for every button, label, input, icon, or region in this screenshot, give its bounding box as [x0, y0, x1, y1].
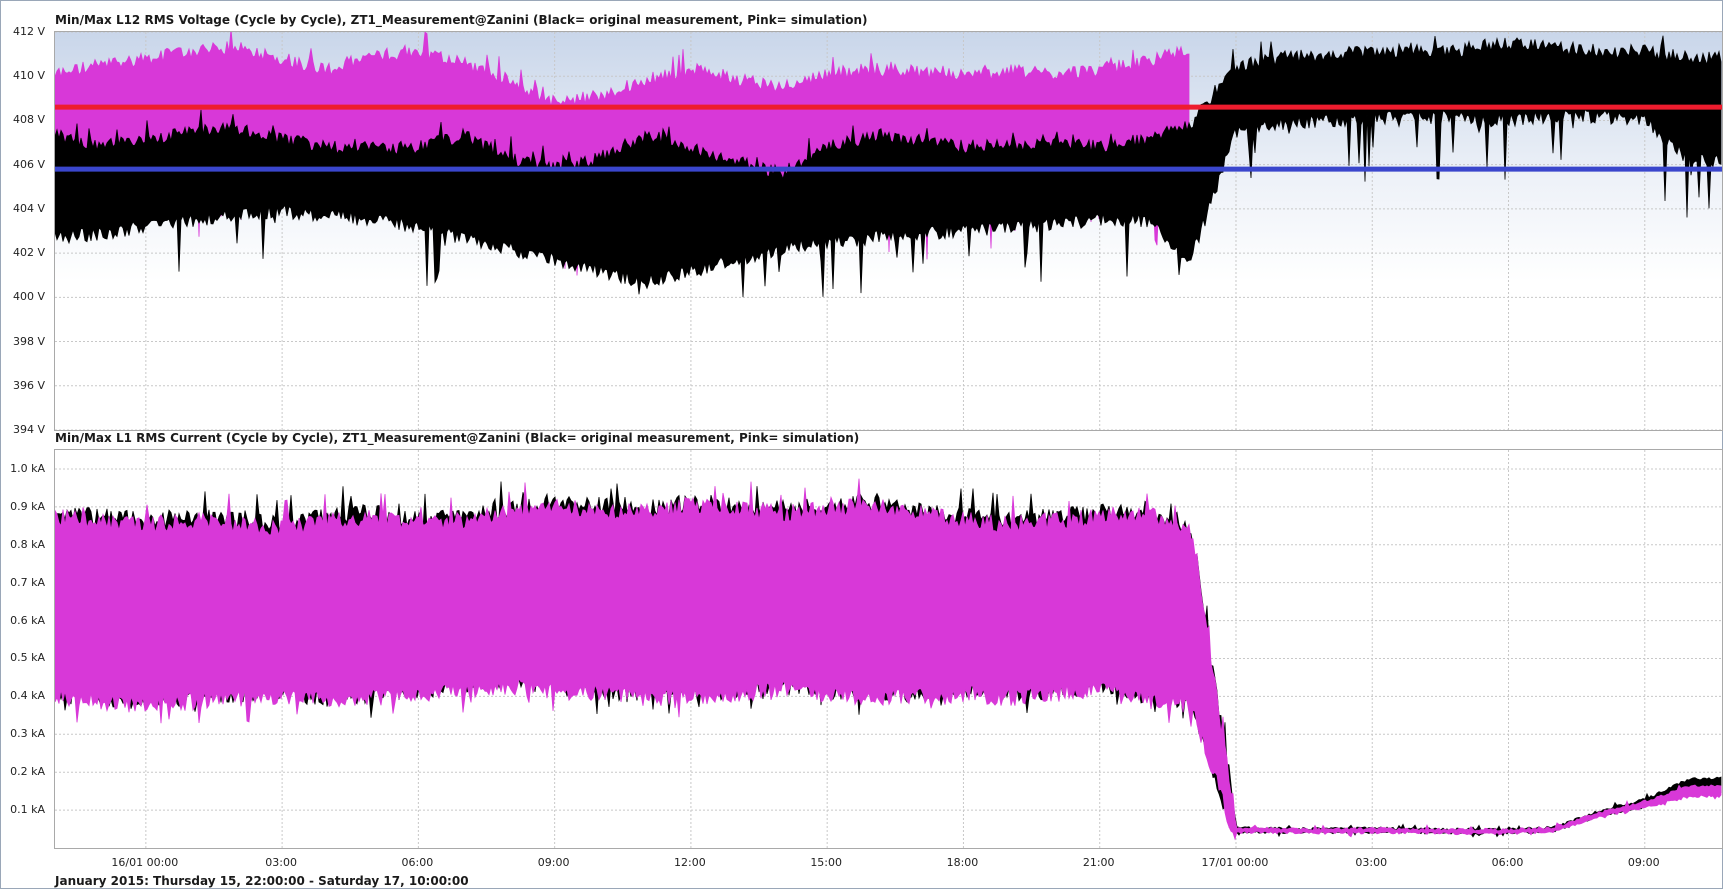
x-tick-label: 12:00	[674, 856, 706, 869]
current-ytick-label: 0.3 kA	[10, 727, 45, 741]
x-tick-label: 09:00	[537, 856, 570, 869]
current-ytick-label: 0.4 kA	[10, 689, 45, 703]
voltage-ytick-label: 398 V	[12, 334, 45, 348]
voltage-plot-area[interactable]	[54, 31, 1723, 431]
x-tick-label: 21:00	[1082, 856, 1115, 869]
voltage-chart-title: Min/Max L12 RMS Voltage (Cycle by Cycle)…	[55, 13, 868, 27]
current-ytick-label: 0.7 kA	[10, 575, 45, 589]
current-ytick-label: 0.9 kA	[10, 499, 45, 513]
voltage-ytick-label: 402 V	[12, 246, 45, 260]
x-tick-label: 06:00	[401, 856, 434, 869]
current-plot-area[interactable]	[54, 449, 1723, 849]
voltage-ytick-label: 400 V	[12, 290, 45, 304]
voltage-ytick-label: 404 V	[12, 201, 45, 215]
current-ytick-label: 0.2 kA	[10, 765, 45, 779]
current-ytick-label: 0.1 kA	[10, 803, 45, 817]
voltage-chart-svg	[55, 32, 1722, 430]
voltage-ytick-label: 410 V	[12, 69, 45, 83]
x-tick-label: 16/01 00:00	[111, 856, 179, 869]
voltage-ytick-label: 396 V	[12, 378, 45, 392]
current-series-simulation-band	[55, 478, 1722, 841]
x-tick-label: 17/01 00:00	[1201, 856, 1269, 869]
x-tick-label: 03:00	[1355, 856, 1388, 869]
x-tick-label: 18:00	[946, 856, 979, 869]
time-range-label: January 2015: Thursday 15, 22:00:00 - Sa…	[55, 874, 469, 888]
current-ytick-label: 1.0 kA	[10, 461, 45, 475]
voltage-ytick-label: 412 V	[12, 25, 45, 38]
current-ytick-label: 0.6 kA	[10, 613, 45, 627]
current-chart-svg	[55, 450, 1722, 848]
x-tick-label: 15:00	[810, 856, 843, 869]
voltage-series-measurement-band	[55, 35, 1722, 298]
x-tick-label: 09:00	[1627, 856, 1660, 869]
voltage-ytick-label: 406 V	[12, 157, 45, 171]
x-tick-label: 06:00	[1491, 856, 1524, 869]
voltage-ytick-label: 394 V	[12, 423, 45, 436]
x-tick-label: 03:00	[265, 856, 297, 869]
current-ytick-label: 0.8 kA	[10, 537, 45, 551]
voltage-ytick-label: 408 V	[12, 113, 45, 127]
current-chart-title: Min/Max L1 RMS Current (Cycle by Cycle),…	[55, 431, 860, 445]
current-ytick-label: 0.5 kA	[10, 651, 45, 665]
